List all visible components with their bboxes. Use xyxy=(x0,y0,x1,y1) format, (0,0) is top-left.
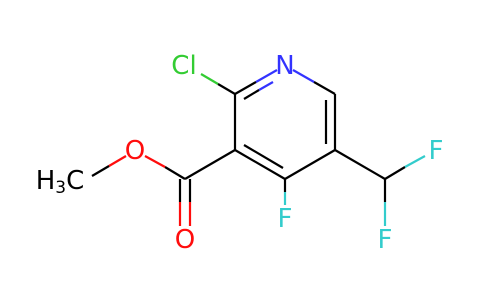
atom-label: F xyxy=(278,204,293,234)
methyl-h: H xyxy=(36,166,56,196)
atom-label: F xyxy=(378,225,393,255)
atom-label: O xyxy=(175,225,195,255)
atom-label: F xyxy=(429,136,444,166)
atom-label: N xyxy=(275,51,294,81)
methyl-count: 3 xyxy=(55,178,66,198)
methyl-label: H3C xyxy=(36,166,85,198)
methyl-c: C xyxy=(66,166,84,196)
atom-label: O xyxy=(125,136,145,166)
atom-label: Cl xyxy=(171,51,196,81)
bonds xyxy=(91,69,426,226)
